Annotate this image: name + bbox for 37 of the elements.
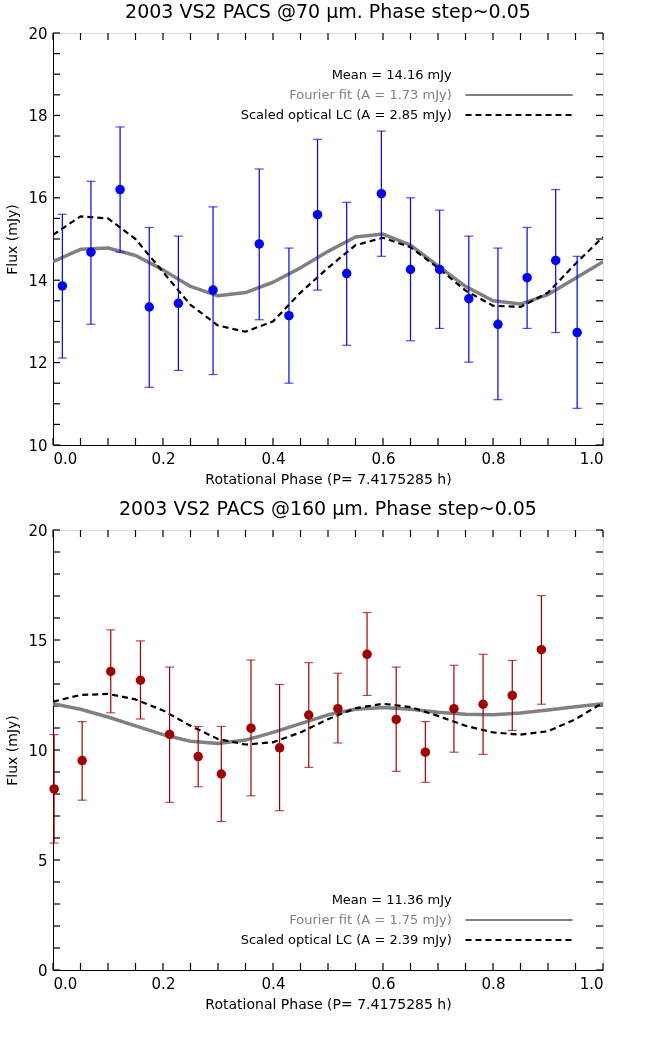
x-tick-label: 0.8 [481,449,506,468]
x-tick-label: 1.0 [579,449,604,468]
text: Scaled optical LC (A = 2.85 mJy) [240,107,452,122]
y-tick-label: 20 [28,24,48,43]
x-tick-label: 0.2 [151,449,176,468]
x-tick-label: 0.2 [151,974,176,993]
x-axis-title: Rotational Phase (P= 7.4175285 h) [205,470,452,487]
y-tick-label: 10 [28,741,48,760]
chart-title: 2003 VS2 PACS @70 μm. Phase step~0.05 [125,0,531,22]
chart-title: 2003 VS2 PACS @160 μm. Phase step~0.05 [119,497,537,519]
x-tick-label: 0.0 [53,974,78,993]
x-tick-label: 0.6 [371,449,396,468]
y-tick-label: 14 [28,271,48,290]
x-tick-label: 1.0 [579,974,604,993]
x-tick-label: 0.8 [481,974,506,993]
y-tick-label: 0 [37,961,48,980]
text: Fourier fit (A = 1.75 mJy) [289,912,452,927]
line-series [53,232,603,306]
y-tick-label: 18 [28,106,48,125]
annotation: Mean = 11.36 mJy [331,892,453,907]
y-tick-label: 5 [37,851,48,870]
text: Scaled optical LC (A = 2.39 mJy) [240,932,452,947]
annotation: Mean = 14.16 mJy [331,67,453,82]
x-tick-label: 0.6 [371,974,396,993]
x-axis-title: Rotational Phase (P= 7.4175285 h) [205,995,452,1012]
y-tick-label: 16 [28,189,48,208]
y-tick-label: 20 [28,521,48,540]
y-tick-label: 10 [28,436,48,455]
y-axis-title: Flux (mJy) [4,204,21,275]
line-series [53,702,603,746]
x-tick-label: 0.4 [261,974,286,993]
x-tick-label: 0.4 [261,449,286,468]
y-axis-title: Flux (mJy) [4,715,21,786]
y-tick-label: 15 [28,631,48,650]
text: Fourier fit (A = 1.73 mJy) [289,87,452,102]
x-tick-label: 0.0 [53,449,78,468]
y-tick-label: 12 [28,354,48,373]
